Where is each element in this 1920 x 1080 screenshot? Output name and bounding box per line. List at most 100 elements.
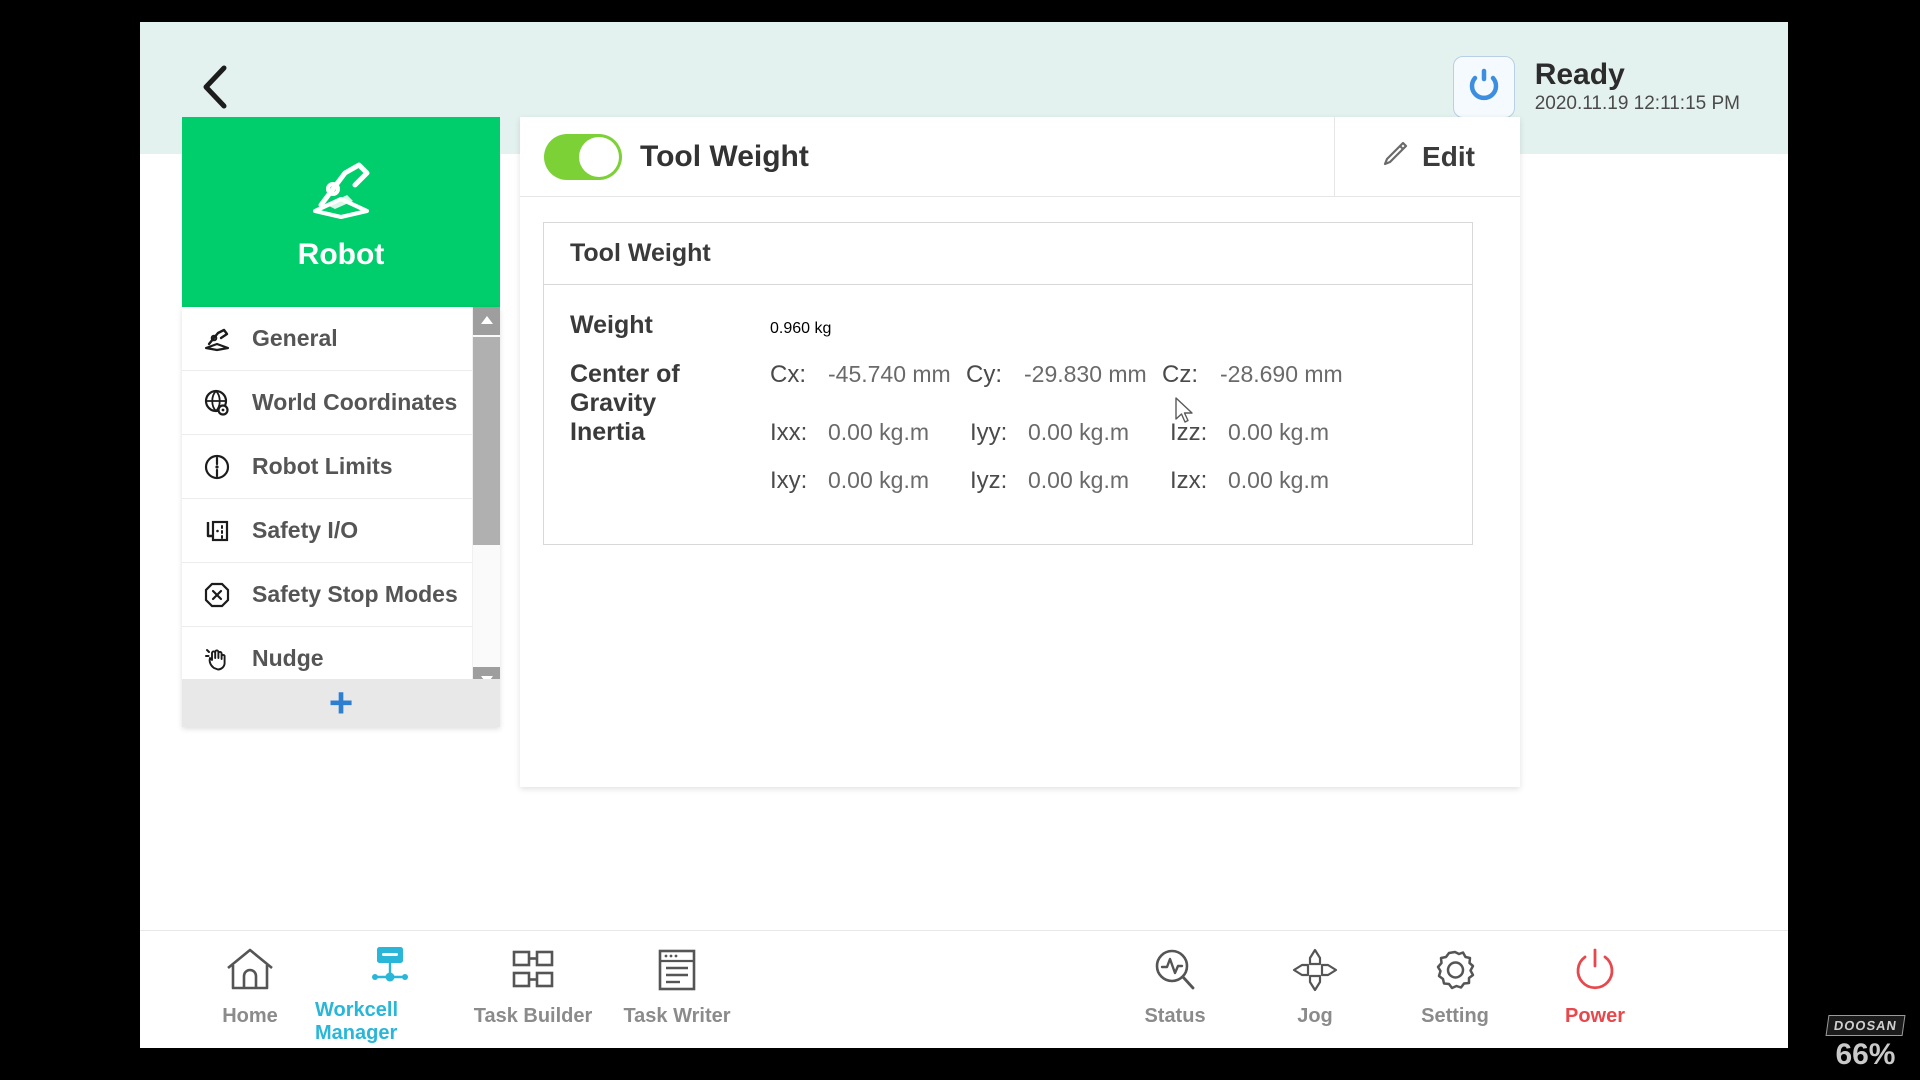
- cog-field-cy: Cy: -29.830 mm: [966, 361, 1162, 389]
- inertia-field-iyy: Iyy: 0.00 kg.m: [970, 419, 1170, 447]
- edit-button[interactable]: Edit: [1334, 116, 1520, 197]
- inertia-key-iyy: Iyy:: [970, 419, 1008, 446]
- cog-label: Center of Gravity: [570, 360, 680, 417]
- sidebar-item-safety-io[interactable]: Safety I/O: [182, 499, 500, 563]
- scrollbar-thumb[interactable]: [473, 337, 500, 545]
- task-writer-icon: [650, 943, 704, 997]
- cog-field-cx: Cx: -45.740 mm: [770, 361, 966, 389]
- inertia-field-ixy: Ixy: 0.00 kg.m: [770, 467, 970, 495]
- nav-label: Home: [222, 1005, 278, 1027]
- cog-key-cz: Cz:: [1162, 361, 1198, 388]
- sidebar-group-robot[interactable]: Robot: [182, 117, 500, 307]
- sidebar: Robot General: [182, 117, 500, 787]
- panel-title: Tool Weight: [640, 139, 809, 173]
- sidebar-item-general[interactable]: General: [182, 307, 500, 371]
- power-icon: [1568, 943, 1622, 997]
- inertia-key-iyz: Iyz:: [970, 467, 1008, 494]
- tool-weight-card: Tool Weight Weight 0.960 kg Center of Gr…: [543, 222, 1473, 545]
- status-search-icon: [1148, 943, 1202, 997]
- back-button[interactable]: [182, 54, 248, 120]
- inertia-row-1: Inertia Ixx: 0.00 kg.m Iyy: 0.00 kg.m Iz…: [544, 418, 1472, 467]
- weight-value: 0.960 kg: [770, 320, 832, 337]
- nav-item-setting[interactable]: Setting: [1380, 943, 1530, 1039]
- content-panel: Tool Weight Edit Tool Weight Weight: [520, 116, 1520, 787]
- gear-icon: [1428, 943, 1482, 997]
- cog-key-cx: Cx:: [770, 361, 806, 388]
- nav-label: Task Builder: [473, 1005, 593, 1027]
- inertia-field-izx: Izx: 0.00 kg.m: [1170, 467, 1370, 495]
- cog-fields: Cx: -45.740 mm Cy: -29.830 mm Cz: -28.69…: [770, 361, 1472, 389]
- inertia-key-izz: Izz:: [1170, 419, 1208, 446]
- inertia-row-2: Ixy: 0.00 kg.m Iyz: 0.00 kg.m Izx: 0.00 …: [544, 467, 1472, 516]
- add-item-button[interactable]: +: [182, 679, 500, 727]
- sidebar-item-label: General: [252, 325, 338, 351]
- sidebar-item-label: Nudge: [252, 645, 324, 671]
- status-timestamp: 2020.11.19 12:11:15 PM: [1534, 92, 1740, 114]
- inertia-value-izx: 0.00 kg.m: [1228, 467, 1329, 493]
- plus-icon: +: [328, 679, 354, 727]
- cog-row: Center of Gravity Cx: -45.740 mm Cy: -29…: [544, 360, 1472, 418]
- triangle-up-icon: [480, 312, 494, 330]
- sidebar-item-label: Robot Limits: [252, 453, 393, 479]
- nav-label: Status: [1144, 1005, 1206, 1027]
- robot-ready-icon: [1452, 56, 1515, 118]
- sidebar-menu-list: General World Coordinates: [182, 307, 500, 727]
- card-body: Weight 0.960 kg Center of Gravity Cx: -4…: [544, 285, 1472, 544]
- robot-arm-icon: [200, 325, 234, 353]
- home-icon: [223, 943, 277, 997]
- nav-item-jog[interactable]: Jog: [1240, 943, 1390, 1039]
- inertia-label: Inertia: [570, 418, 646, 446]
- inertia-value-iyy: 0.00 kg.m: [1028, 419, 1129, 445]
- tool-weight-toggle-cell: [520, 133, 640, 180]
- inertia-field-ixx: Ixx: 0.00 kg.m: [770, 419, 970, 447]
- app-window: Ready 2020.11.19 12:11:15 PM Robot: [140, 22, 1788, 1048]
- inertia-key-ixx: Ixx:: [770, 419, 808, 446]
- robot-arm-icon: [301, 153, 381, 228]
- sidebar-item-safety-stop-modes[interactable]: Safety Stop Modes: [182, 563, 500, 627]
- scroll-up-button[interactable]: [473, 307, 500, 335]
- safety-io-icon: [200, 516, 234, 546]
- nav-label: Power: [1564, 1005, 1626, 1027]
- inertia-value-izz: 0.00 kg.m: [1228, 419, 1329, 445]
- tool-weight-toggle[interactable]: [544, 133, 622, 180]
- status-area[interactable]: Ready 2020.11.19 12:11:15 PM: [1452, 56, 1740, 118]
- status-title: Ready: [1534, 57, 1625, 91]
- hand-nudge-icon: [200, 644, 234, 674]
- inertia-key-izx: Izx:: [1170, 467, 1208, 494]
- sidebar-item-world-coordinates[interactable]: World Coordinates: [182, 371, 500, 435]
- nav-label: Workcell Manager: [315, 999, 398, 1044]
- cog-value-cz: -28.690 mm: [1220, 361, 1343, 387]
- inertia-value-ixx: 0.00 kg.m: [828, 419, 929, 445]
- nav-item-task-writer[interactable]: Task Writer: [602, 943, 752, 1039]
- sidebar-menu: General World Coordinates: [182, 307, 500, 727]
- inertia-fields-1: Ixx: 0.00 kg.m Iyy: 0.00 kg.m Izz: 0.00 …: [770, 419, 1472, 447]
- nav-item-task-builder[interactable]: Task Builder: [458, 943, 608, 1039]
- nav-item-workcell-manager[interactable]: Workcell Manager: [315, 943, 465, 1044]
- cog-field-cz: Cz: -28.690 mm: [1162, 361, 1358, 389]
- cog-key-cy: Cy:: [966, 361, 1002, 388]
- weight-row: Weight 0.960 kg: [544, 311, 1472, 360]
- sidebar-item-robot-limits[interactable]: Robot Limits: [182, 435, 500, 499]
- nav-label: Setting: [1421, 1005, 1489, 1027]
- zoom-level: 66%: [1835, 1038, 1896, 1071]
- stop-octagon-icon: [200, 580, 234, 610]
- sidebar-item-label: Safety Stop Modes: [252, 581, 458, 607]
- edit-label: Edit: [1422, 140, 1475, 172]
- weight-label: Weight: [570, 311, 653, 339]
- cog-value-cx: -45.740 mm: [828, 361, 951, 387]
- doosan-logo: DOOSAN: [1825, 1015, 1906, 1036]
- inertia-key-ixy: Ixy:: [770, 467, 808, 494]
- content-header: Tool Weight Edit: [520, 116, 1520, 197]
- nav-item-status[interactable]: Status: [1100, 943, 1250, 1039]
- sidebar-item-label: Safety I/O: [252, 517, 359, 543]
- nav-label: Jog: [1297, 1005, 1333, 1027]
- sidebar-scrollbar[interactable]: [472, 307, 500, 727]
- nav-item-home[interactable]: Home: [175, 943, 325, 1039]
- globe-coordinates-icon: [200, 388, 234, 418]
- chevron-left-icon: [198, 63, 232, 111]
- weight-fields: 0.960 kg: [770, 320, 1472, 338]
- limits-circle-icon: [200, 452, 234, 482]
- inertia-field-iyz: Iyz: 0.00 kg.m: [970, 467, 1170, 495]
- inertia-field-izz: Izz: 0.00 kg.m: [1170, 419, 1370, 447]
- nav-item-power[interactable]: Power: [1520, 943, 1670, 1039]
